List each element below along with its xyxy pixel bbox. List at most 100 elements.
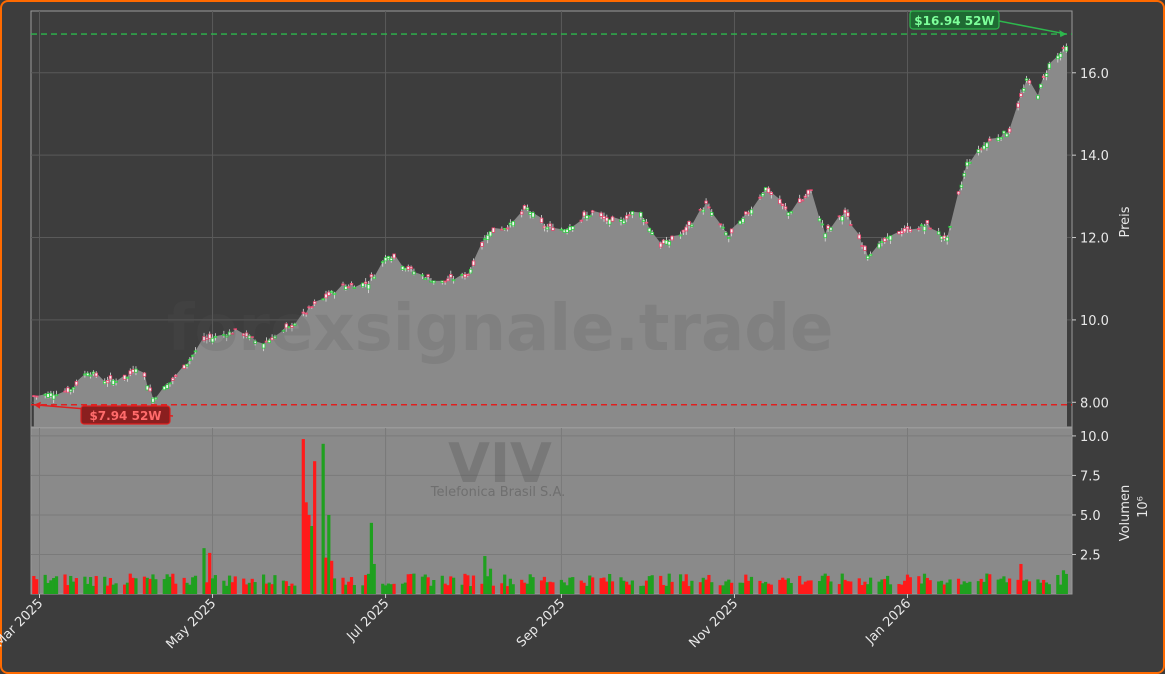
volume-bar	[667, 573, 671, 594]
52w-label: $7.94 52W	[89, 409, 161, 423]
volume-bar	[525, 583, 529, 594]
52w-lines: $16.94 52W $7.94 52W	[31, 10, 1072, 425]
volume-bar	[642, 585, 646, 594]
candle-body	[108, 375, 113, 380]
volume-bar	[761, 583, 765, 594]
candle-body	[806, 189, 810, 195]
volume-bar	[647, 576, 651, 594]
volume-bar	[222, 580, 226, 594]
candle-body	[208, 333, 212, 339]
candle-body	[43, 393, 47, 396]
volume-bar	[803, 581, 807, 594]
candle-body	[483, 238, 487, 241]
volume-bar	[449, 576, 453, 594]
volume-bar	[860, 585, 864, 594]
volume-bar	[290, 583, 294, 594]
volume-bar	[114, 583, 118, 594]
volume-bar	[213, 575, 217, 594]
candle-body	[508, 222, 513, 226]
volume-bar	[798, 575, 802, 594]
candle-body	[1027, 80, 1032, 84]
volume-bar	[650, 575, 654, 594]
volume-bar	[826, 575, 830, 594]
volume-bar	[69, 575, 73, 594]
candle-body	[250, 336, 254, 339]
volume-bar	[151, 574, 155, 594]
candle-body	[826, 225, 830, 230]
candle-body	[222, 334, 226, 336]
volume-bar	[202, 548, 206, 594]
candle-body	[71, 387, 76, 390]
volume-bar	[948, 579, 952, 594]
candle-body	[321, 298, 325, 301]
volume-bar	[1044, 582, 1049, 594]
volume-bar	[185, 582, 189, 594]
y-tick-label: 2.5	[1080, 548, 1101, 563]
volume-bar	[171, 573, 175, 594]
volume-bar	[568, 577, 572, 594]
candle-body	[1061, 47, 1066, 49]
volume-bar	[585, 585, 589, 594]
candle-body	[304, 312, 308, 315]
candle-body	[948, 225, 952, 228]
candle-body	[627, 214, 632, 217]
volume-bar	[491, 585, 495, 594]
candle-body	[352, 286, 357, 289]
volume-bar	[522, 582, 527, 594]
volume-bar	[877, 581, 881, 594]
volume-bar	[46, 582, 50, 594]
52w-arrow	[998, 20, 1067, 35]
volume-bar	[922, 573, 927, 594]
volume-bar	[74, 578, 78, 594]
price-candles	[32, 43, 1069, 405]
volume-bar	[43, 574, 47, 594]
volume-bar	[982, 581, 986, 594]
volume-bar	[528, 574, 532, 594]
candle-body	[542, 225, 547, 229]
candle-body	[364, 281, 368, 284]
candle-body	[312, 301, 317, 305]
candle-body	[968, 161, 972, 164]
candle-body	[982, 145, 986, 150]
volume-bar	[605, 581, 609, 594]
candle-body	[366, 284, 371, 290]
volume-bar	[741, 582, 745, 594]
volume-bar	[531, 577, 535, 594]
candle-body	[293, 323, 297, 326]
volume-bar	[545, 582, 549, 594]
y-tick-label: 8.00	[1080, 396, 1109, 411]
volume-bar	[483, 556, 487, 594]
candle-body	[568, 226, 572, 231]
candle-body	[449, 274, 453, 278]
candle-body	[165, 384, 169, 389]
candle-body	[466, 273, 470, 276]
volume-bar	[965, 582, 969, 594]
candle-body	[290, 324, 294, 328]
candle-body	[641, 219, 646, 222]
candle-body	[51, 394, 56, 400]
volume-bar	[134, 578, 138, 594]
volume-bar	[111, 584, 115, 594]
candle-body	[225, 335, 229, 338]
candle-body	[928, 227, 932, 230]
volume-bar	[103, 576, 107, 594]
volume-bar	[897, 584, 901, 594]
volume-bar	[227, 575, 232, 594]
candle-body	[46, 393, 50, 398]
volume-bar	[661, 584, 666, 594]
volume-bar	[738, 582, 742, 594]
candle-body	[420, 274, 425, 277]
volume-bar	[670, 581, 674, 594]
candle-body	[965, 161, 969, 167]
candle-body	[667, 241, 671, 246]
volume-bar	[242, 578, 246, 594]
volume-bar	[105, 585, 110, 594]
candle-body	[624, 215, 629, 220]
candle-body	[131, 369, 135, 373]
candle-body	[502, 228, 507, 230]
candle-body	[471, 260, 476, 266]
volume-bar	[684, 574, 688, 594]
volume-bar	[466, 575, 470, 594]
candle-body	[94, 372, 98, 377]
volume-bar	[426, 577, 430, 594]
